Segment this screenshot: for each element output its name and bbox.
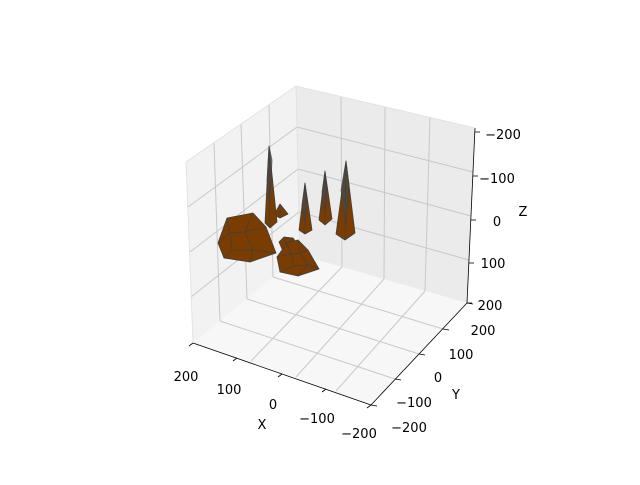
y-tick-label: −100 [396,396,432,411]
tick-marks [188,131,480,409]
tick-labels: 200 100 0 −100 −200 −200 −100 0 100 200 … [174,128,521,442]
y-tick-label: 200 [471,324,496,339]
axis-labels: X Y Z [258,205,528,433]
cone-2 [298,182,313,235]
x-tick-label: 0 [269,398,277,413]
cone-3 [318,170,333,226]
cone-1 [264,145,278,229]
objects [217,145,356,277]
y-tick-label: 100 [449,348,474,363]
z-tick-label: 0 [493,215,501,230]
y-tick-label: 0 [434,371,442,386]
grid-lines [187,96,474,392]
small-pyramid [273,203,289,219]
x-tick-label: 200 [174,370,199,385]
x-axis-label: X [258,418,267,433]
y-tick-label: −200 [391,421,427,436]
z-axis-line [466,127,476,304]
z-tick-label: 200 [478,299,503,314]
z-tick-label: −200 [485,128,521,143]
x-tick-label: 100 [217,383,242,398]
z-axis-label: Z [519,205,528,220]
cone-4 [335,160,356,241]
medium-polyhedron [276,239,320,277]
large-polyhedron [217,212,277,263]
z-tick-label: −100 [479,172,515,187]
x-tick-label: −100 [299,412,335,427]
y-axis-label: Y [451,388,460,403]
z-tick-label: 100 [481,257,506,272]
x-tick-label: −200 [341,427,377,442]
floor-pane [193,255,467,405]
